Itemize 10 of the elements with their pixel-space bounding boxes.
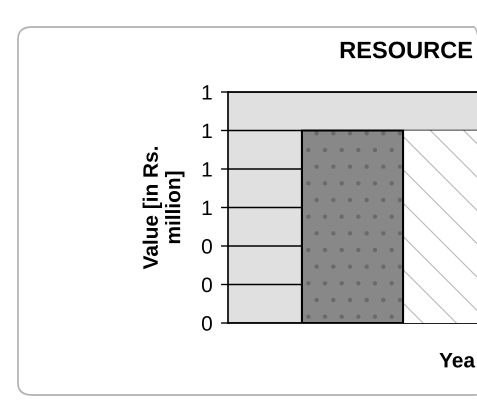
y-tick-label: 1 [202,85,212,100]
y-tick-label: 1 [202,200,212,216]
x-axis-title: Yea [439,353,476,368]
chart-title: RESOURCE [340,42,472,58]
y-tick-label: 1 [202,124,212,138]
y-tick-label: 0 [202,316,212,331]
y-axis-title: Value [in Rs. million] [142,146,184,270]
y-tick-label: 0 [202,239,212,254]
y-tick-label: 0 [202,278,212,292]
y-tick-label: 1 [202,162,212,177]
